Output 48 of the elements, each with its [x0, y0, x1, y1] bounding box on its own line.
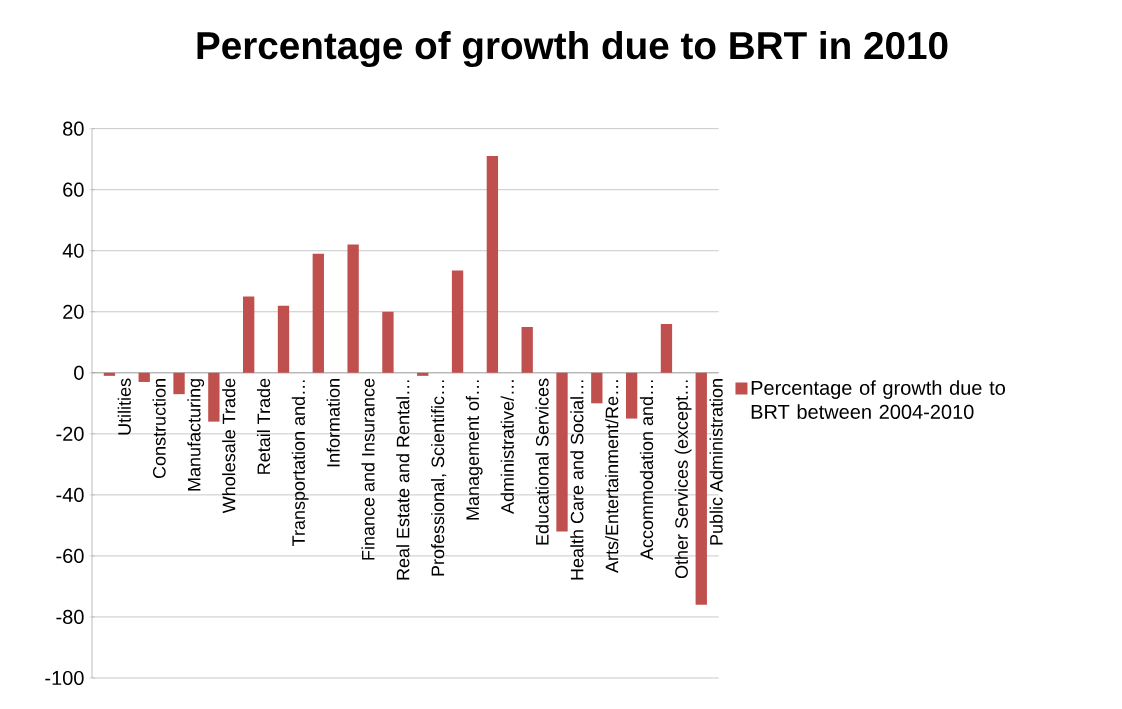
x-tick-label: Arts/Entertainment/Re…	[605, 380, 619, 573]
x-tick-label: Professional, Scientific…	[431, 380, 447, 576]
y-tick-label: 60	[63, 182, 84, 197]
x-tick-label: Management of…	[465, 380, 483, 520]
x-tick-label: Accommodation and…	[639, 380, 654, 560]
legend-label: Percentage of growth due to BRT between 2004-2010	[751, 380, 1005, 419]
x-tick-label: Administrative/…	[500, 380, 514, 514]
bar	[695, 372, 707, 605]
y-tick-label: -60	[56, 548, 84, 563]
bar	[382, 311, 394, 373]
bar	[591, 372, 603, 404]
chart-title: Percentage of growth due to BRT in 2010	[197, 30, 948, 68]
y-tick-label: -100	[45, 670, 84, 686]
bar	[208, 372, 220, 422]
x-tick-label: Transportation and…	[291, 380, 309, 546]
x-tick-label: Utilities	[117, 378, 131, 435]
x-tick-label: Other Services (except…	[674, 380, 692, 579]
bar	[347, 244, 359, 373]
bar	[625, 372, 638, 419]
bar	[312, 253, 324, 373]
bar	[556, 372, 568, 532]
y-tick-label: 80	[63, 121, 84, 136]
y-tick-label: 0	[74, 365, 84, 380]
bar	[660, 323, 673, 373]
y-tick-label: -80	[56, 609, 84, 625]
bar	[451, 270, 464, 373]
x-tick-label: Wholesale Trade	[222, 378, 236, 514]
x-tick-label: Educational Services	[535, 378, 549, 545]
y-tick-label: 20	[63, 304, 84, 319]
x-tick-label: Health Care and Social…	[570, 380, 584, 580]
bar	[521, 327, 533, 373]
y-tick-label: 40	[62, 243, 84, 258]
x-tick-label: Information	[326, 379, 340, 467]
bar	[277, 305, 290, 373]
x-tick-label: Real Estate and Rental…	[396, 380, 410, 580]
bar	[486, 156, 499, 373]
x-tick-label: Finance and Insurance	[361, 378, 375, 560]
x-tick-label: Retail Trade	[256, 378, 271, 474]
bar	[243, 296, 255, 373]
y-tick-label: -40	[56, 487, 84, 502]
x-tick-label: Public Administration	[709, 379, 723, 545]
bar	[417, 372, 429, 376]
bar	[173, 372, 185, 395]
x-tick-label: Manufacturing	[187, 379, 205, 491]
y-tick-label: -20	[56, 426, 84, 441]
bar	[103, 372, 116, 376]
bar	[138, 372, 150, 382]
x-tick-label: Construction	[152, 379, 166, 479]
